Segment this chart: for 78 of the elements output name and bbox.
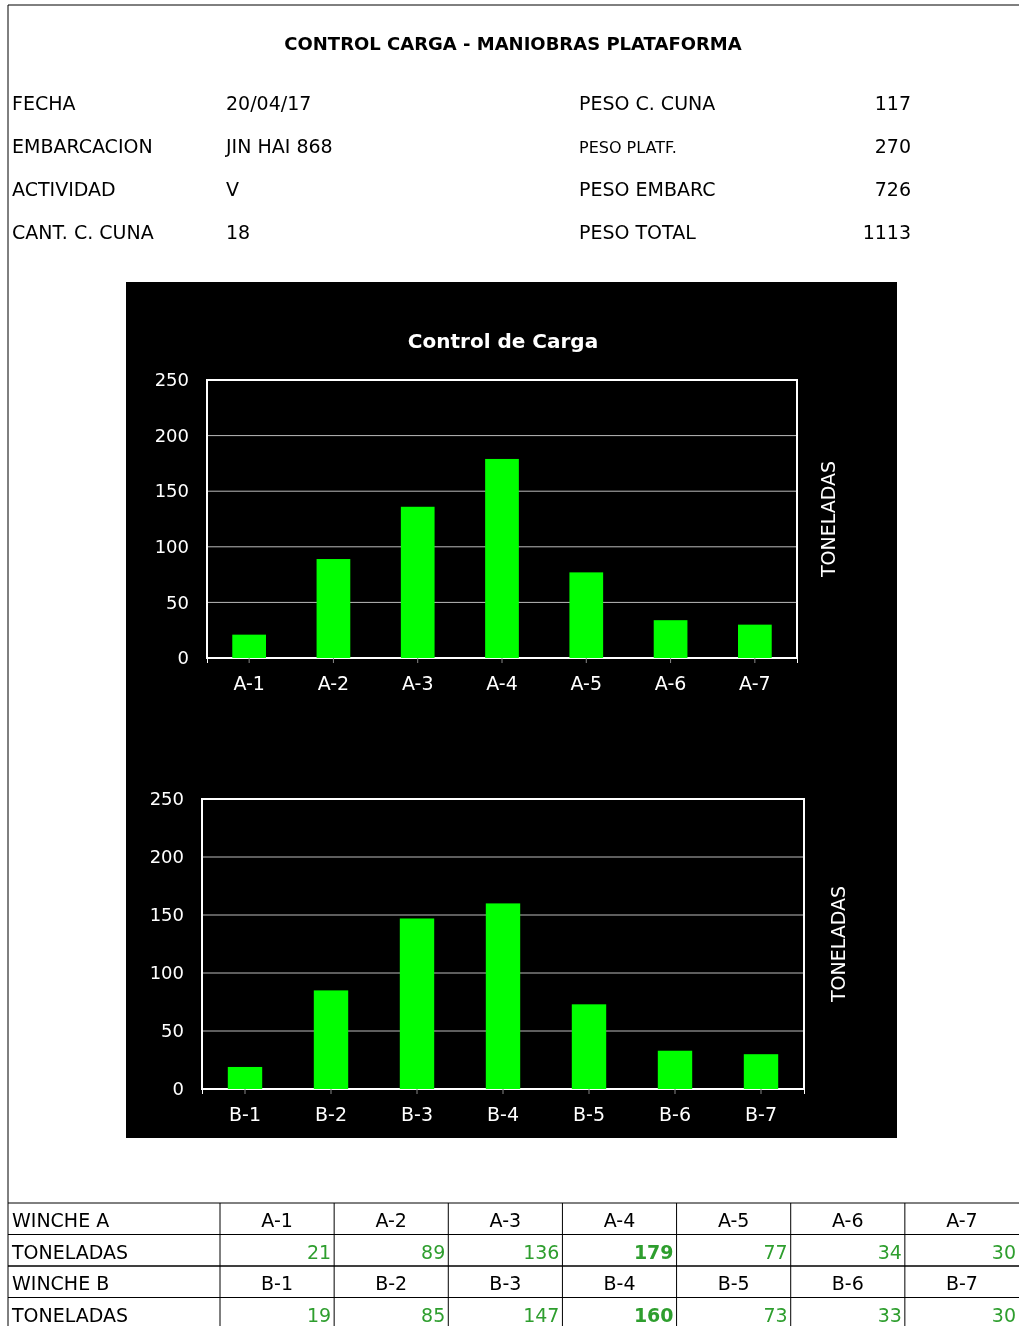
- y-axis-title: TONELADAS: [817, 460, 839, 579]
- x-tick-label: A-5: [570, 672, 603, 695]
- category-label: A-7: [946, 1209, 978, 1231]
- text: TONELADAS: [11, 1240, 129, 1263]
- category-label: A-1: [261, 1209, 293, 1231]
- text: PESO EMBARC: [579, 178, 716, 200]
- text: FECHA: [12, 92, 76, 114]
- text: EMBARCACION: [12, 135, 153, 157]
- text: JIN HAI 868: [225, 135, 333, 157]
- text: WINCHE B: [12, 1272, 110, 1294]
- y-tick-label: 200: [154, 424, 189, 446]
- x-tick-label: B-5: [573, 1103, 605, 1126]
- text: 726: [874, 178, 911, 200]
- y-tick-label: 100: [149, 962, 184, 984]
- y-tick-label: 50: [166, 591, 189, 613]
- y-tick-label: 0: [177, 647, 189, 669]
- text: 77: [763, 1240, 788, 1263]
- text: ACTIVIDAD: [12, 178, 116, 200]
- text: V: [226, 178, 239, 200]
- text: TONELADAS: [11, 1303, 129, 1326]
- category-label: A-3: [489, 1209, 522, 1231]
- text: CANT. C. CUNA: [12, 221, 154, 243]
- category-label: B-6: [831, 1272, 864, 1294]
- chart-title: Control de Carga: [407, 329, 599, 353]
- x-tick-label: B-7: [745, 1103, 777, 1126]
- text: 34: [877, 1240, 902, 1263]
- y-tick-label: 0: [172, 1078, 184, 1100]
- category-label: A-5: [717, 1209, 750, 1231]
- text: 179: [633, 1240, 674, 1263]
- text: 147: [523, 1303, 560, 1326]
- x-tick-label: B-3: [401, 1103, 433, 1126]
- text: PESO TOTAL: [579, 221, 697, 243]
- text: CONTROL CARGA - MANIOBRAS PLATAFORMA: [284, 33, 742, 54]
- text: 160: [633, 1303, 674, 1326]
- y-tick-label: 150: [149, 904, 184, 926]
- x-tick-label: B-2: [315, 1103, 347, 1126]
- y-tick-label: 100: [154, 536, 189, 558]
- text: 73: [763, 1303, 788, 1326]
- text: PESO PLATF.: [579, 138, 677, 157]
- text: WINCHE A: [12, 1209, 110, 1231]
- y-axis-title: TONELADAS: [827, 885, 849, 1004]
- text: 21: [306, 1240, 332, 1263]
- x-tick-label: A-3: [401, 672, 434, 695]
- text: 1113: [862, 221, 911, 243]
- x-tick-label: A-7: [739, 672, 771, 695]
- text: 18: [226, 221, 251, 243]
- text: 30: [991, 1303, 1016, 1326]
- y-tick-label: 250: [154, 369, 189, 391]
- text: PESO C. CUNA: [579, 92, 716, 114]
- text: 30: [991, 1240, 1016, 1263]
- category-label: A-6: [832, 1209, 864, 1231]
- category-label: B-5: [717, 1272, 750, 1294]
- category-label: A-2: [375, 1209, 407, 1231]
- category-label: B-4: [603, 1272, 636, 1294]
- category-label: B-3: [489, 1272, 522, 1294]
- x-tick-label: A-1: [233, 672, 265, 695]
- text: 33: [877, 1303, 902, 1326]
- y-tick-label: 150: [154, 480, 189, 502]
- x-tick-label: B-6: [659, 1103, 691, 1126]
- text: 20/04/17: [226, 92, 312, 114]
- x-tick-label: B-1: [229, 1103, 261, 1126]
- text: 89: [421, 1240, 446, 1263]
- text: 19: [306, 1303, 332, 1326]
- x-tick-label: A-4: [486, 672, 518, 695]
- text: 85: [421, 1303, 446, 1326]
- category-label: B-1: [261, 1272, 294, 1294]
- x-tick-label: A-6: [654, 672, 687, 695]
- x-tick-label: B-4: [487, 1103, 519, 1126]
- text: 117: [874, 92, 911, 114]
- text: 270: [874, 135, 911, 157]
- y-tick-label: 50: [161, 1020, 184, 1042]
- category-label: B-7: [945, 1272, 978, 1294]
- category-label: B-2: [375, 1272, 408, 1294]
- x-tick-label: A-2: [317, 672, 350, 695]
- category-label: A-4: [603, 1209, 636, 1231]
- y-tick-label: 250: [149, 788, 184, 810]
- text: 136: [523, 1240, 560, 1263]
- y-tick-label: 200: [149, 846, 184, 868]
